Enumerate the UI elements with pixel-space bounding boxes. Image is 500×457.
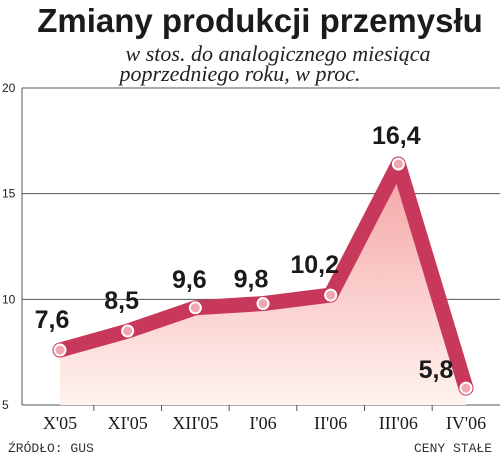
- data-label: 9,6: [172, 266, 207, 294]
- chart-title: Zmiany produkcji przemysłu: [37, 2, 483, 39]
- chart-subtitle-line-1: w stos. do analogicznego miesiąca: [126, 41, 431, 66]
- y-tick-label: 10: [2, 292, 16, 306]
- marker-layer: [53, 157, 473, 395]
- data-label: 5,8: [419, 356, 454, 384]
- data-point: [256, 297, 270, 311]
- data-point: [391, 157, 405, 171]
- x-tick-label: X'05: [43, 413, 77, 433]
- area-layer: [60, 164, 466, 405]
- price-note: CENY STAŁE: [414, 441, 492, 456]
- x-axis-ticks: X'05 XI'05 XII'05 I'06 II'06 III'06 IV'06: [43, 413, 486, 433]
- x-tick-label: II'06: [314, 413, 347, 433]
- x-tick-label: I'06: [249, 413, 276, 433]
- y-tick-label: 15: [2, 187, 16, 201]
- x-tick-label: IV'06: [446, 413, 486, 433]
- data-labels: 7,6 8,5 9,6 9,8 10,2 16,4 5,8: [35, 122, 454, 384]
- data-point: [324, 288, 338, 302]
- data-point: [121, 324, 135, 338]
- x-tick-label: XI'05: [108, 413, 148, 433]
- data-label: 16,4: [372, 122, 421, 150]
- data-point: [53, 343, 67, 357]
- data-label: 9,8: [234, 266, 269, 294]
- chart-subtitle-line-2: poprzedniego roku, w proc.: [118, 61, 361, 86]
- data-point: [188, 301, 202, 315]
- x-tick-label: III'06: [379, 413, 418, 433]
- series-area: [60, 164, 466, 405]
- data-point: [459, 381, 473, 395]
- data-label: 7,6: [35, 306, 70, 334]
- y-tick-label: 20: [2, 81, 16, 95]
- data-label: 10,2: [290, 251, 339, 279]
- data-label: 8,5: [104, 287, 139, 315]
- source-note: ŹRÓDŁO: GUS: [8, 441, 94, 456]
- y-tick-label: 5: [2, 398, 9, 412]
- y-axis-ticks: 5 10 15 20: [2, 81, 16, 412]
- x-tick-label: XII'05: [172, 413, 218, 433]
